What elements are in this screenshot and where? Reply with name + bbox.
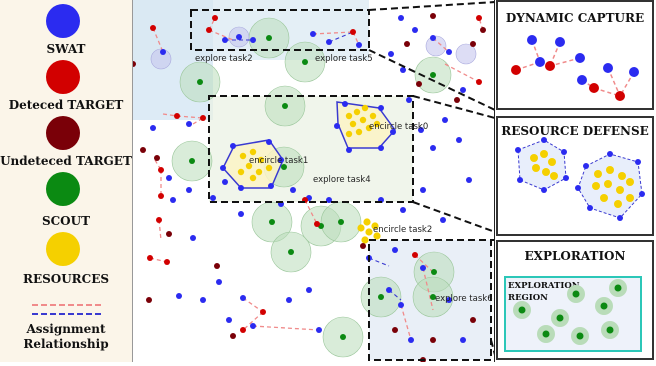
zoom-connectors: [368, 1, 496, 356]
swat-legend-dot: [46, 4, 80, 38]
explore-task5-label: explore task5: [315, 54, 373, 64]
resources: [237, 104, 381, 244]
scout-legend-dot: [46, 172, 80, 206]
resources-legend-label: RESOURCES: [22, 272, 110, 286]
swat-halos: [150, 26, 477, 70]
dynamic-capture-panel: DYNAMIC CAPTURE: [496, 0, 654, 110]
scout-legend-label: SCOUT: [41, 214, 91, 228]
explore-task6-label: explore task6: [435, 294, 493, 304]
detected-target-legend-dot: [46, 60, 80, 94]
encircle-task2-label: encircle task2: [373, 225, 432, 235]
scouts: [189, 35, 437, 340]
encircle-task0-label: encircle task0: [369, 122, 428, 132]
exploration-title: EXPLORATION: [524, 249, 626, 263]
assignment-relationship-label: Assignment Relationship: [23, 322, 109, 351]
detected-target-legend-label: Deteced TARGET: [8, 98, 124, 112]
dynamic-capture-title: DYNAMIC CAPTURE: [505, 11, 645, 25]
resources-legend-dot: [46, 232, 80, 266]
swat-legend-label: SWAT: [46, 42, 86, 56]
legend: SWAT Deteced TARGET Undeteced TARGET SCO…: [0, 0, 133, 362]
exploration-scouts: [513, 279, 627, 345]
exploration-region-box: EXPLORATION REGION: [504, 276, 642, 352]
exploration-region-label: EXPLORATION REGION: [508, 281, 580, 303]
encircle-task1-label: encircle task1: [249, 156, 308, 166]
simulation-map: explore task2 explore task5 encircle tas…: [130, 0, 496, 363]
resource-defense-title: RESOURCE DEFENSE: [501, 124, 649, 138]
dynamic-capture-illustration: [511, 35, 639, 101]
exploration-panel: EXPLORATION EXPLORATION REGION: [496, 240, 654, 360]
resource-defense-illustration: [515, 137, 645, 221]
assignment-line-icon: [32, 304, 104, 315]
undetected-target-legend-dot: [46, 116, 80, 150]
detected-targets: [147, 15, 482, 333]
task-boxes: [190, 9, 492, 361]
explore-task4-label: explore task4: [313, 175, 371, 185]
undetected-targets: [130, 13, 486, 363]
explore-task2-label: explore task2: [195, 54, 253, 64]
swat-units: [150, 15, 472, 343]
resource-defense-panel: RESOURCE DEFENSE: [496, 116, 654, 236]
undetected-target-legend-label: Undeteced TARGET: [0, 154, 132, 168]
